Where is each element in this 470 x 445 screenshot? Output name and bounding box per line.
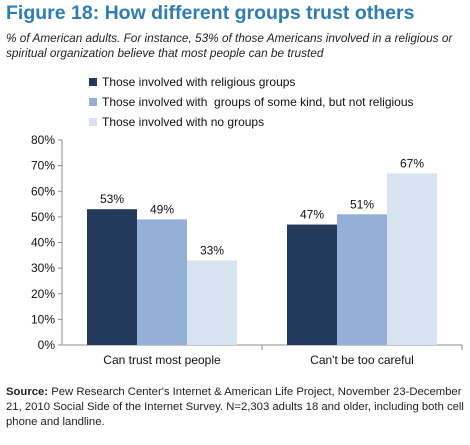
x-category-label-0: Can trust most people <box>103 353 221 367</box>
legend-item-religious: Those involved with religious groups <box>89 72 414 92</box>
y-tick-label-70: 70% <box>31 159 55 173</box>
legend-label-no-groups: Those involved with no groups <box>102 115 265 129</box>
bar-1-2 <box>387 173 437 345</box>
y-tick-label-20: 20% <box>31 287 55 301</box>
legend-swatch-religious <box>89 78 97 86</box>
data-label-1-1: 51% <box>350 197 374 211</box>
bar-0-1 <box>137 219 187 345</box>
bar-1-0 <box>287 224 337 345</box>
y-tick-label-40: 40% <box>31 236 55 250</box>
legend-swatch-nonreligious <box>89 98 97 106</box>
data-label-0-0: 53% <box>100 192 124 206</box>
y-tick-label-50: 50% <box>31 210 55 224</box>
x-category-label-1: Can't be too careful <box>310 353 414 367</box>
y-tick-label-80: 80% <box>31 133 55 147</box>
source-label: Source: <box>6 386 49 398</box>
chart-subtitle: % of American adults. For instance, 53% … <box>6 31 453 60</box>
legend-swatch-no-groups <box>89 118 97 126</box>
source-note: Source: Pew Research Center's Internet &… <box>6 385 468 430</box>
legend-label-religious: Those involved with religious groups <box>102 75 296 89</box>
legend-item-nonreligious: Those involved with groups of some kind,… <box>89 92 414 112</box>
y-tick-label-10: 10% <box>31 312 55 326</box>
legend-item-no-groups: Those involved with no groups <box>89 112 414 132</box>
bar-chart: 0% 10% 20% 30% 40% 50% 60% 70% 80% 53% 49% 33% Can t… <box>31 133 463 367</box>
y-tick-label-30: 30% <box>31 261 55 275</box>
page-title: Figure 18: How different groups trust ot… <box>6 2 415 24</box>
bar-0-0 <box>87 209 137 345</box>
bar-1-1 <box>337 214 387 345</box>
bar-0-2 <box>187 260 237 345</box>
data-label-0-1: 49% <box>150 202 174 216</box>
y-tick-label-0: 0% <box>38 338 56 352</box>
chart-legend: Those involved with religious groups Tho… <box>89 72 414 132</box>
data-label-1-2: 67% <box>400 156 424 170</box>
legend-label-nonreligious: Those involved with groups of some kind,… <box>102 95 414 109</box>
data-label-1-0: 47% <box>300 208 324 222</box>
data-label-0-2: 33% <box>200 243 224 257</box>
y-tick-label-60: 60% <box>31 184 55 198</box>
source-text: Pew Research Center's Internet & America… <box>6 386 464 428</box>
